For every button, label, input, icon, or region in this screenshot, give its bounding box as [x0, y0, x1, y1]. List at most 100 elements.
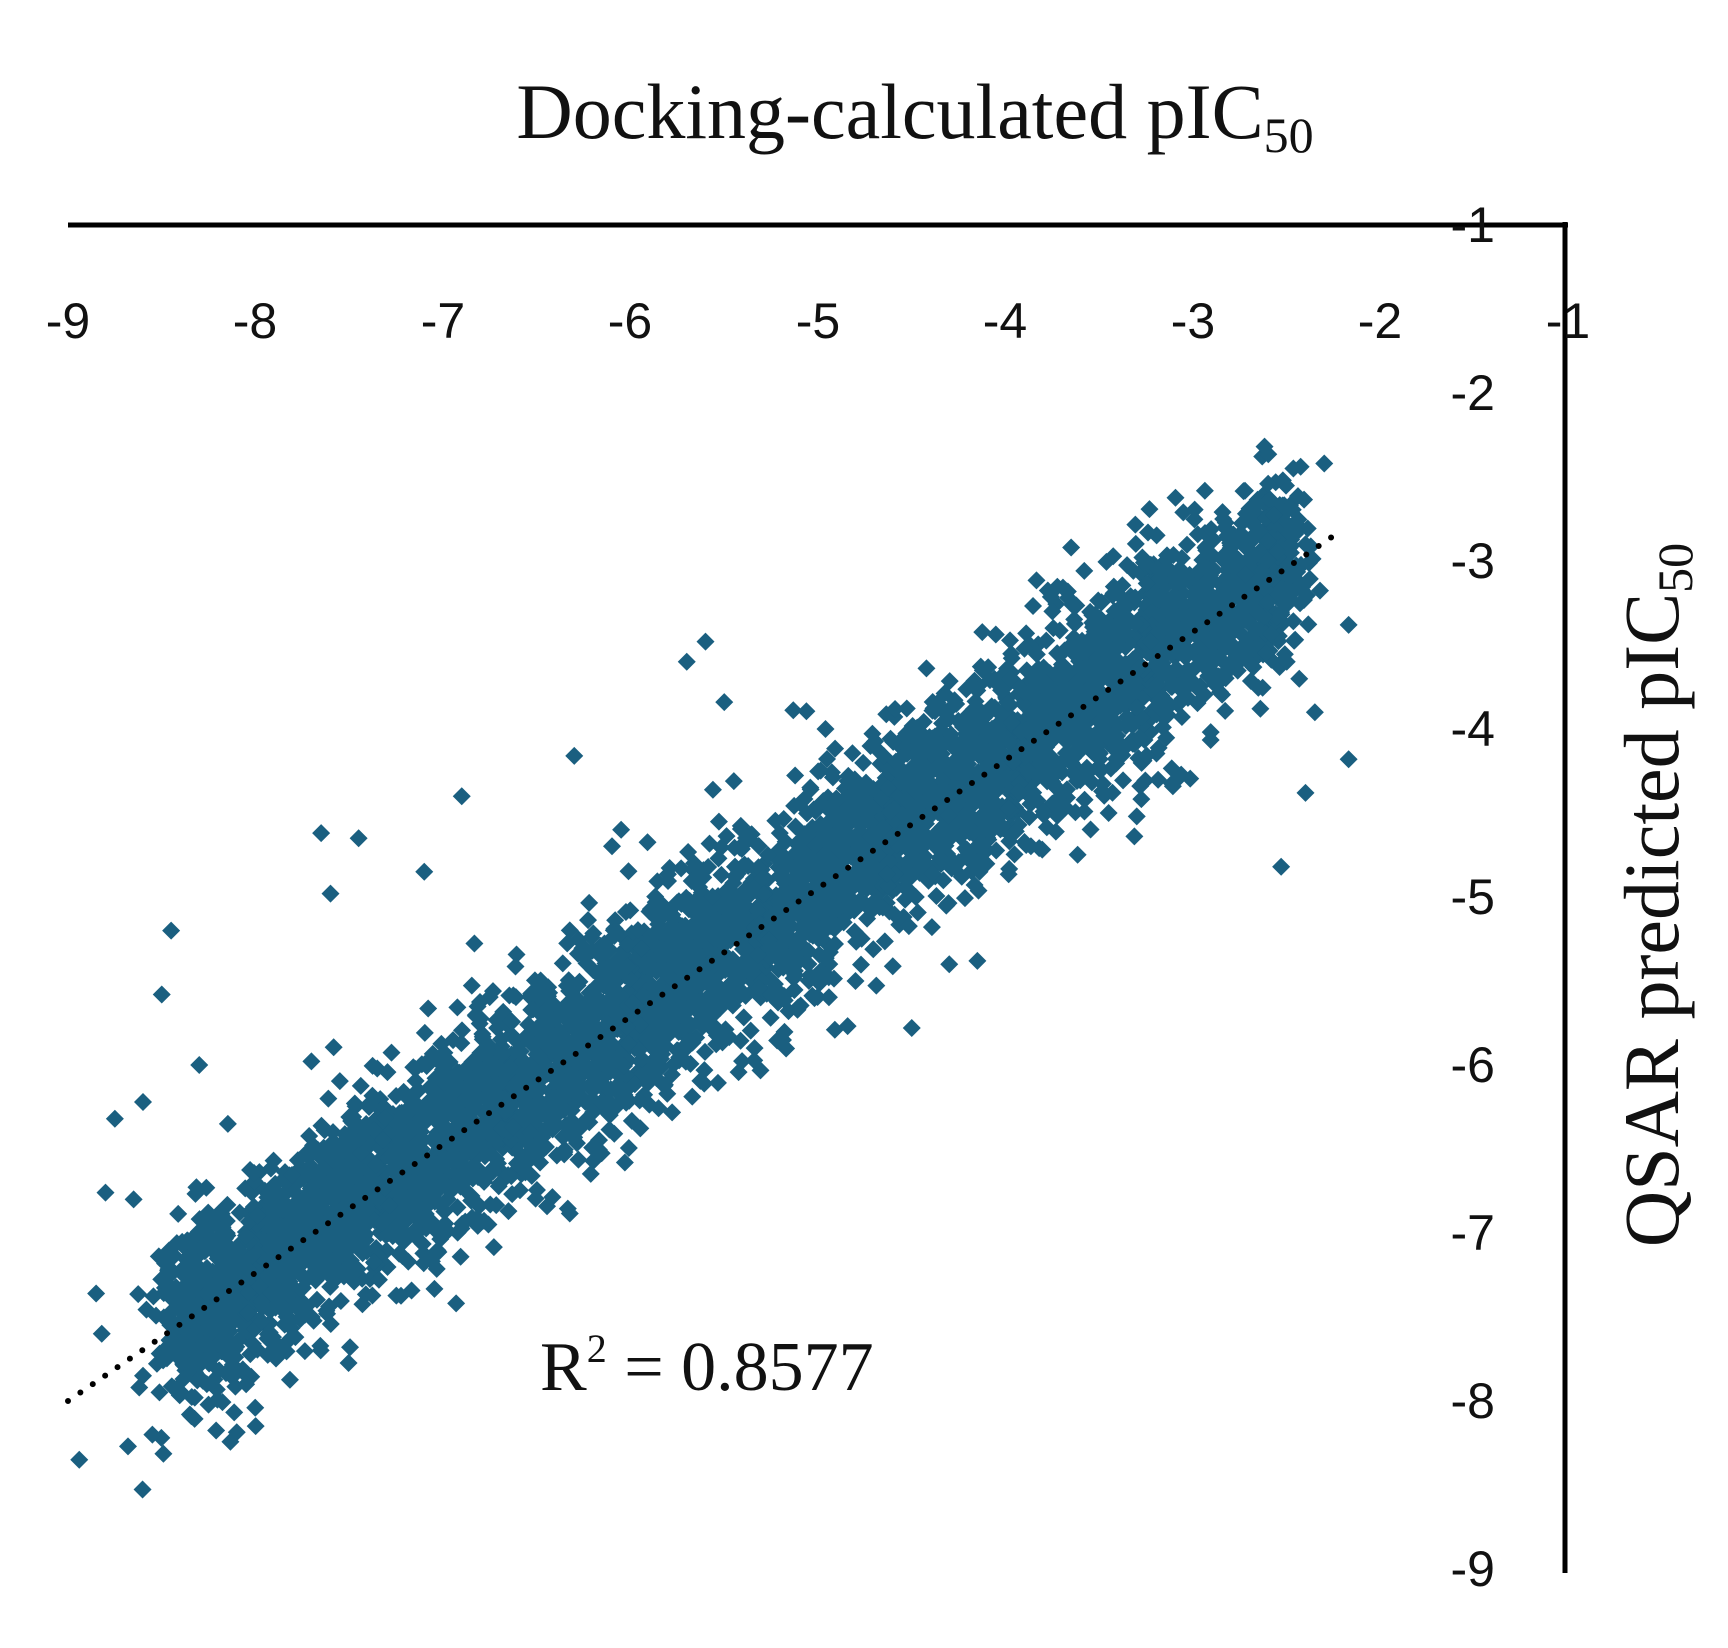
- data-point: [324, 1144, 343, 1163]
- data-point: [527, 1180, 546, 1199]
- data-point: [682, 1015, 701, 1034]
- data-point: [638, 1074, 657, 1093]
- data-point: [778, 928, 797, 947]
- data-point: [295, 1342, 314, 1361]
- data-point: [408, 1210, 427, 1229]
- data-point: [864, 940, 883, 959]
- data-point: [775, 850, 794, 869]
- data-point: [1299, 615, 1318, 634]
- data-point: [1247, 620, 1266, 639]
- data-point: [1037, 818, 1056, 837]
- data-point: [1037, 631, 1056, 650]
- data-point: [750, 914, 769, 933]
- data-point: [351, 1076, 370, 1095]
- data-point: [147, 1354, 166, 1373]
- data-point: [356, 1181, 375, 1200]
- data-point: [669, 922, 688, 941]
- data-point: [669, 892, 688, 911]
- data-point: [254, 1230, 273, 1249]
- data-point: [1142, 708, 1161, 727]
- data-point: [879, 779, 898, 798]
- data-point: [264, 1151, 283, 1170]
- data-point: [913, 760, 932, 779]
- data-point: [999, 693, 1018, 712]
- data-point: [709, 849, 728, 868]
- data-point: [442, 1178, 461, 1197]
- data-point: [499, 1202, 518, 1221]
- data-point: [750, 979, 768, 998]
- data-point: [1024, 783, 1043, 802]
- data-point: [976, 820, 995, 839]
- data-point: [567, 1134, 586, 1153]
- data-point: [1022, 681, 1041, 700]
- data-point: [562, 982, 581, 1001]
- data-point: [1185, 510, 1204, 529]
- data-point: [1097, 552, 1116, 571]
- data-point: [267, 1337, 286, 1356]
- data-point: [238, 1303, 257, 1322]
- data-point: [826, 792, 845, 811]
- data-point: [399, 1252, 418, 1271]
- data-point: [1149, 738, 1168, 757]
- data-point: [530, 1047, 549, 1066]
- data-point: [1185, 500, 1204, 519]
- data-point: [554, 1075, 573, 1094]
- data-point: [181, 1328, 200, 1347]
- data-point: [1006, 822, 1025, 841]
- data-point: [1262, 625, 1281, 644]
- data-point: [1166, 488, 1185, 507]
- data-point: [818, 749, 837, 768]
- data-point: [398, 1100, 417, 1119]
- data-point: [299, 1268, 318, 1287]
- data-point: [1137, 574, 1156, 593]
- data-point: [740, 829, 759, 848]
- data-point: [364, 1253, 383, 1272]
- data-point: [660, 859, 679, 878]
- data-point: [1137, 746, 1156, 765]
- data-point: [460, 1105, 479, 1124]
- data-point: [579, 911, 598, 930]
- data-point: [393, 1138, 412, 1157]
- data-point: [922, 918, 941, 937]
- data-point: [1243, 531, 1262, 550]
- data-point: [799, 954, 818, 973]
- data-point: [343, 1156, 362, 1175]
- data-point: [480, 1163, 499, 1182]
- data-point: [792, 875, 811, 894]
- data-point: [504, 986, 523, 1005]
- data-point: [1095, 786, 1114, 805]
- data-point: [465, 934, 484, 953]
- data-point: [589, 1140, 608, 1159]
- data-point: [1044, 619, 1063, 638]
- data-point: [962, 797, 981, 816]
- data-point: [864, 864, 883, 883]
- data-point: [1205, 675, 1224, 694]
- data-point: [475, 1147, 494, 1166]
- data-point: [558, 934, 577, 953]
- data-point: [1158, 546, 1177, 565]
- data-point: [174, 1370, 193, 1389]
- data-point: [708, 1073, 727, 1092]
- data-point: [811, 761, 830, 780]
- data-point: [1030, 839, 1049, 858]
- data-point: [484, 1238, 503, 1257]
- data-point: [387, 1286, 406, 1305]
- data-point: [425, 1279, 444, 1298]
- data-point: [825, 1020, 844, 1039]
- data-point: [975, 704, 994, 723]
- data-point: [695, 1074, 714, 1093]
- data-point: [1130, 728, 1149, 747]
- data-point: [917, 659, 936, 678]
- data-point: [402, 1281, 421, 1300]
- data-point: [1085, 615, 1104, 634]
- data-point: [992, 681, 1011, 700]
- data-point: [672, 1041, 691, 1060]
- data-point: [1251, 699, 1270, 718]
- data-point: [1235, 481, 1254, 500]
- data-point: [1236, 633, 1255, 652]
- data-point: [1027, 645, 1046, 664]
- data-point: [1065, 743, 1084, 762]
- data-point: [321, 1314, 340, 1333]
- data-point: [854, 753, 873, 772]
- data-point: [858, 909, 877, 928]
